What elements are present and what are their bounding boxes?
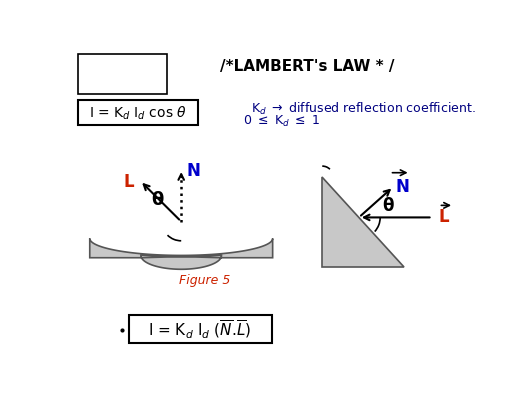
Polygon shape	[322, 177, 404, 267]
Text: I = K$_d$ I$_d$ cos $\theta$: I = K$_d$ I$_d$ cos $\theta$	[89, 104, 187, 122]
Text: N: N	[396, 177, 410, 196]
Bar	[78, 54, 167, 94]
Bar	[129, 316, 272, 343]
Text: $\bf{\theta}$: $\bf{\theta}$	[151, 191, 165, 209]
Text: K$_d$ $\rightarrow$ diffused reflection coefficient.: K$_d$ $\rightarrow$ diffused reflection …	[251, 101, 476, 117]
Text: /*LAMBERT's LAW * /: /*LAMBERT's LAW * /	[220, 59, 394, 74]
Text: $\bf{\theta}$: $\bf{\theta}$	[382, 197, 395, 215]
Text: I = K$_d$ I$_d$ ($\overline{N}$.$\overline{L}$): I = K$_d$ I$_d$ ($\overline{N}$.$\overli…	[148, 319, 252, 341]
Text: N: N	[187, 162, 201, 180]
Text: L: L	[124, 173, 135, 191]
Bar	[78, 100, 198, 124]
Text: L: L	[439, 208, 450, 227]
Text: 0 $\leq$ K$_d$ $\leq$ 1: 0 $\leq$ K$_d$ $\leq$ 1	[243, 114, 321, 129]
Text: Figure 5: Figure 5	[179, 274, 230, 287]
Polygon shape	[90, 238, 272, 269]
